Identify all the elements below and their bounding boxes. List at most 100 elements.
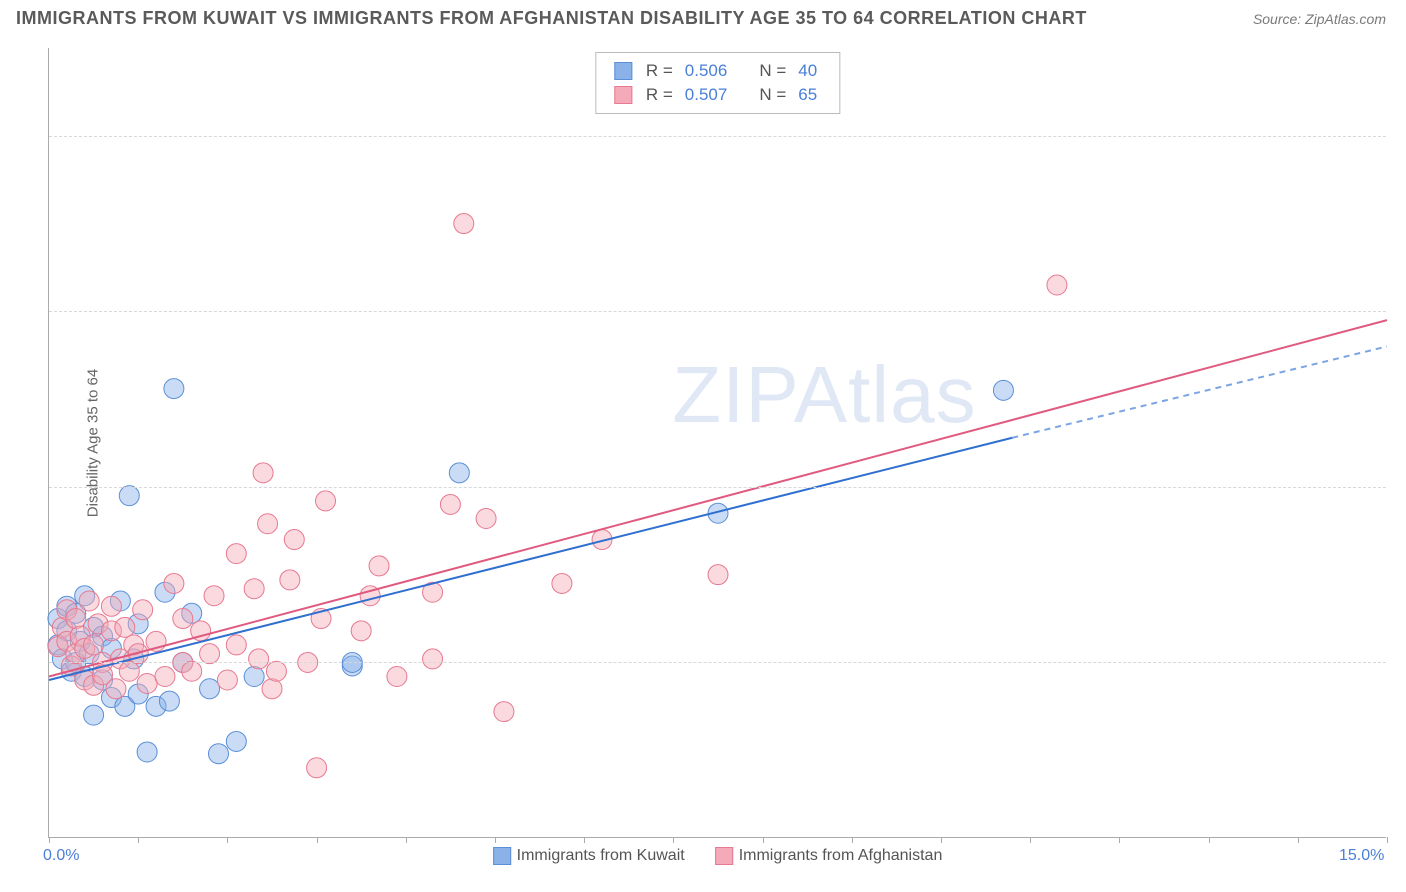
scatter-plot-svg: [49, 48, 1386, 837]
series-name: Immigrants from Afghanistan: [739, 847, 943, 864]
legend-swatch: [614, 86, 632, 104]
data-point: [137, 742, 157, 762]
data-point: [280, 570, 300, 590]
series-legend: Immigrants from Kuwait Immigrants from Af…: [493, 847, 943, 865]
data-point: [476, 508, 496, 528]
x-tick-mark: [584, 837, 585, 843]
data-point: [266, 661, 286, 681]
data-point: [316, 491, 336, 511]
x-tick-mark: [406, 837, 407, 843]
data-point: [84, 635, 104, 655]
correlation-legend: R = 0.506 N = 40 R = 0.507 N = 65: [595, 52, 840, 114]
n-label: N =: [759, 85, 786, 105]
data-point: [369, 556, 389, 576]
data-point: [217, 670, 237, 690]
data-point: [253, 463, 273, 483]
x-tick-mark: [1298, 837, 1299, 843]
r-value: 0.507: [685, 85, 728, 105]
x-tick-mark: [1030, 837, 1031, 843]
data-point: [204, 586, 224, 606]
legend-swatch: [493, 847, 511, 865]
correlation-legend-row: R = 0.506 N = 40: [614, 59, 821, 83]
data-point: [423, 649, 443, 669]
data-point: [66, 609, 86, 629]
x-tick-label: 15.0%: [1339, 847, 1384, 865]
x-tick-mark: [1387, 837, 1388, 843]
data-point: [244, 666, 264, 686]
data-point: [119, 661, 139, 681]
x-tick-mark: [941, 837, 942, 843]
legend-swatch: [715, 847, 733, 865]
source-attribution: Source: ZipAtlas.com: [1253, 11, 1386, 27]
data-point: [119, 486, 139, 506]
series-name: Immigrants from Kuwait: [517, 847, 685, 864]
data-point: [262, 679, 282, 699]
n-value: 40: [798, 61, 817, 81]
r-label: R =: [646, 85, 673, 105]
chart-title: IMMIGRANTS FROM KUWAIT VS IMMIGRANTS FRO…: [16, 8, 1087, 29]
data-point: [708, 565, 728, 585]
data-point: [159, 691, 179, 711]
series-legend-item: Immigrants from Afghanistan: [715, 847, 943, 865]
data-point: [84, 705, 104, 725]
data-point: [200, 679, 220, 699]
x-tick-mark: [227, 837, 228, 843]
data-point: [79, 591, 99, 611]
data-point: [244, 579, 264, 599]
regression-line: [49, 438, 1012, 680]
gridline: [49, 487, 1386, 488]
correlation-legend-row: R = 0.507 N = 65: [614, 83, 821, 107]
data-point: [226, 635, 246, 655]
data-point: [133, 600, 153, 620]
data-point: [226, 731, 246, 751]
regression-line-extrapolated: [1012, 346, 1387, 437]
data-point: [307, 758, 327, 778]
x-tick-label: 0.0%: [43, 847, 79, 865]
data-point: [101, 596, 121, 616]
data-point: [454, 214, 474, 234]
data-point: [494, 702, 514, 722]
x-tick-mark: [49, 837, 50, 843]
r-label: R =: [646, 61, 673, 81]
gridline: [49, 311, 1386, 312]
regression-line: [49, 320, 1387, 676]
gridline: [49, 136, 1386, 137]
data-point: [115, 617, 135, 637]
data-point: [440, 494, 460, 514]
data-point: [155, 666, 175, 686]
legend-swatch: [614, 62, 632, 80]
data-point: [1047, 275, 1067, 295]
data-point: [173, 609, 193, 629]
r-value: 0.506: [685, 61, 728, 81]
x-tick-mark: [317, 837, 318, 843]
x-tick-mark: [1209, 837, 1210, 843]
data-point: [106, 679, 126, 699]
data-point: [993, 380, 1013, 400]
x-tick-mark: [495, 837, 496, 843]
data-point: [387, 666, 407, 686]
data-point: [351, 621, 371, 641]
data-point: [449, 463, 469, 483]
n-label: N =: [759, 61, 786, 81]
gridline: [49, 662, 1386, 663]
data-point: [249, 649, 269, 669]
data-point: [182, 661, 202, 681]
x-tick-mark: [138, 837, 139, 843]
data-point: [226, 544, 246, 564]
x-tick-mark: [673, 837, 674, 843]
data-point: [200, 644, 220, 664]
x-tick-mark: [763, 837, 764, 843]
data-point: [208, 744, 228, 764]
series-legend-item: Immigrants from Kuwait: [493, 847, 685, 865]
data-point: [164, 573, 184, 593]
data-point: [284, 530, 304, 550]
data-point: [137, 674, 157, 694]
chart-container: Disability Age 35 to 64 ZIPAtlas R =0.50…: [48, 48, 1386, 838]
data-point: [552, 573, 572, 593]
plot-area: Disability Age 35 to 64 ZIPAtlas R =0.50…: [48, 48, 1386, 838]
x-tick-mark: [852, 837, 853, 843]
n-value: 65: [798, 85, 817, 105]
data-point: [258, 514, 278, 534]
data-point: [164, 379, 184, 399]
x-tick-mark: [1119, 837, 1120, 843]
